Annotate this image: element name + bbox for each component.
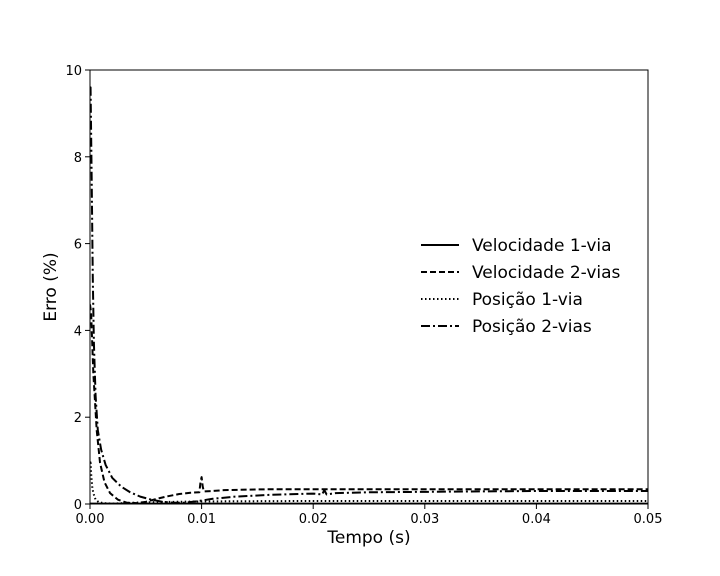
ticks: 0.00 0.01 0.02 0.03 0.04 0.05 0 2 4 6 8 10 bbox=[65, 64, 662, 527]
legend: Velocidade 1-via Velocidade 2-vias Posição… bbox=[421, 236, 621, 337]
legend-entry: Posição 1-via bbox=[472, 290, 583, 310]
x-axis-label: Tempo (s) bbox=[326, 528, 410, 548]
y-tick-label: 10 bbox=[65, 64, 82, 79]
x-tick-label: 0.02 bbox=[299, 512, 328, 527]
axes-frame bbox=[89, 69, 649, 505]
x-tick-label: 0.05 bbox=[634, 512, 663, 527]
legend-entry: Velocidade 2-vias bbox=[472, 263, 621, 283]
series-line-2 bbox=[90, 304, 648, 504]
y-tick-label: 4 bbox=[74, 324, 82, 339]
x-tick-label: 0.01 bbox=[187, 512, 216, 527]
x-tick-label: 0.03 bbox=[410, 512, 439, 527]
legend-entry: Posição 2-vias bbox=[472, 317, 592, 337]
y-tick-label: 0 bbox=[74, 498, 82, 513]
series-line-4 bbox=[90, 86, 648, 504]
y-axis-label: Erro (%) bbox=[41, 252, 61, 321]
y-tick-label: 6 bbox=[74, 238, 82, 253]
legend-entry: Velocidade 1-via bbox=[472, 236, 612, 256]
y-tick-label: 8 bbox=[74, 151, 82, 166]
x-tick-label: 0.00 bbox=[76, 512, 105, 527]
series-line-3 bbox=[90, 459, 648, 504]
y-tick-label: 2 bbox=[74, 411, 82, 426]
x-tick-label: 0.04 bbox=[522, 512, 551, 527]
